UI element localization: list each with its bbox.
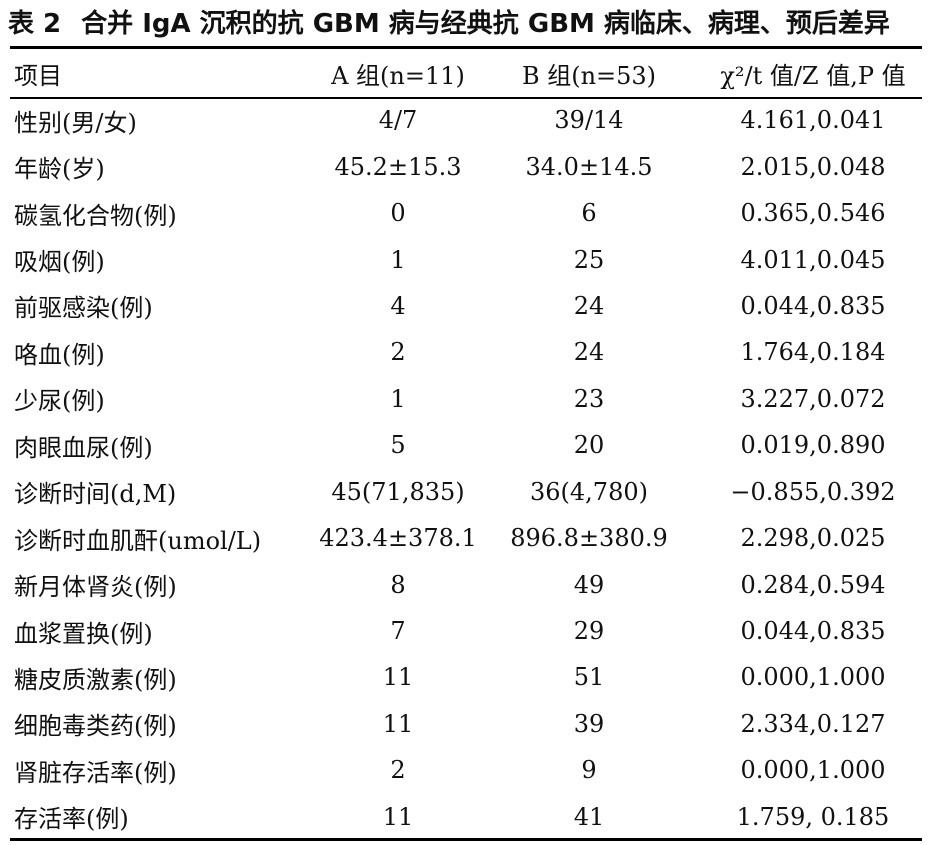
- row-statistic: 0.000,1.000: [740, 663, 886, 692]
- table-row: 糖皮质激素(例) 11 51 0.000,1.000: [10, 654, 926, 700]
- table-row: 肾脏存活率(例) 2 9 0.000,1.000: [10, 747, 926, 793]
- row-group-b: 49: [573, 570, 605, 599]
- row-group-b: 25: [573, 245, 605, 274]
- row-group-a: 11: [382, 802, 414, 831]
- row-group-a: 11: [382, 709, 414, 738]
- row-group-b: 23: [573, 384, 605, 413]
- row-group-a: 1: [390, 245, 406, 274]
- row-statistic: 2.015,0.048: [740, 152, 886, 181]
- row-item: 存活率(例): [14, 805, 129, 834]
- row-item: 前驱感染(例): [14, 294, 153, 323]
- row-statistic: 1.759, 0.185: [736, 802, 890, 831]
- row-group-a: 8: [390, 570, 406, 599]
- table-row: 性别(男/女) 4/7 39/14 4.161,0.041: [10, 97, 926, 143]
- row-item: 碳氢化合物(例): [14, 201, 177, 230]
- row-item: 血浆置换(例): [14, 619, 153, 648]
- row-item: 年龄(岁): [14, 155, 105, 184]
- table-row: 碳氢化合物(例) 0 6 0.365,0.546: [10, 190, 926, 236]
- row-statistic: 4.161,0.041: [740, 106, 886, 135]
- table-row: 新月体肾炎(例) 8 49 0.284,0.594: [10, 561, 926, 607]
- row-group-a: 1: [390, 384, 406, 413]
- header-group-a: A 组(n=11): [331, 61, 465, 90]
- table-number: 表 2: [8, 9, 62, 39]
- table-row: 年龄(岁) 45.2±15.3 34.0±14.5 2.015,0.048: [10, 143, 926, 189]
- row-statistic: 0.284,0.594: [740, 570, 886, 599]
- table-row: 存活率(例) 11 41 1.759, 0.185: [10, 794, 926, 840]
- row-group-a: 5: [390, 431, 406, 460]
- table-row: 肉眼血尿(例) 5 20 0.019,0.890: [10, 422, 926, 468]
- row-group-a: 7: [390, 617, 406, 646]
- row-statistic: 0.019,0.890: [740, 431, 886, 460]
- row-group-a: 2: [390, 756, 406, 785]
- table-row: 咯血(例) 2 24 1.764,0.184: [10, 329, 926, 375]
- row-statistic: 0.000,1.000: [740, 756, 886, 785]
- row-item: 咯血(例): [14, 340, 105, 369]
- comparison-table: 项目 A 组(n=11) B 组(n=53) χ²/t 值/Z 值,P 值 性别…: [10, 49, 926, 840]
- row-group-a: 0: [390, 199, 406, 228]
- row-item: 性别(男/女): [14, 108, 137, 137]
- row-group-b: 51: [573, 663, 605, 692]
- row-group-b: 6: [581, 199, 597, 228]
- row-item: 少尿(例): [14, 387, 105, 416]
- header-row: 项目 A 组(n=11) B 组(n=53) χ²/t 值/Z 值,P 值: [10, 49, 926, 97]
- table-row: 血浆置换(例) 7 29 0.044,0.835: [10, 608, 926, 654]
- top-rule: [10, 46, 922, 49]
- row-statistic: 4.011,0.045: [740, 245, 886, 274]
- row-item: 肾脏存活率(例): [14, 758, 177, 787]
- table-row: 诊断时血肌酐(umol/L) 423.4±378.1 896.8±380.9 2.29…: [10, 515, 926, 561]
- row-group-b: 9: [581, 756, 597, 785]
- row-statistic: 0.044,0.835: [740, 617, 886, 646]
- row-item: 糖皮质激素(例): [14, 665, 177, 694]
- row-statistic: 1.764,0.184: [740, 338, 886, 367]
- row-group-b: 20: [573, 431, 605, 460]
- row-group-a: 45.2±15.3: [334, 152, 462, 181]
- row-group-a: 45(71,835): [331, 477, 465, 506]
- row-group-b: 36(4,780): [530, 477, 648, 506]
- row-group-a: 11: [382, 663, 414, 692]
- row-group-b: 39/14: [554, 106, 624, 135]
- table-row: 细胞毒类药(例) 11 39 2.334,0.127: [10, 701, 926, 747]
- row-group-b: 34.0±14.5: [525, 152, 653, 181]
- row-group-b: 24: [573, 338, 605, 367]
- row-statistic: 2.334,0.127: [740, 709, 886, 738]
- row-item: 诊断时血肌酐(umol/L): [14, 526, 262, 555]
- row-group-b: 896.8±380.9: [510, 524, 668, 553]
- row-group-a: 2: [390, 338, 406, 367]
- row-item: 诊断时间(d,M): [14, 480, 177, 509]
- row-statistic: −0.855,0.392: [730, 477, 896, 506]
- header-group-b: B 组(n=53): [521, 61, 657, 90]
- table-title: 合并 IgA 沉积的抗 GBM 病与经典抗 GBM 病临床、病理、预后差异: [81, 9, 890, 39]
- table-row: 前驱感染(例) 4 24 0.044,0.835: [10, 283, 926, 329]
- row-statistic: 0.365,0.546: [740, 199, 886, 228]
- row-group-a: 423.4±378.1: [319, 524, 477, 553]
- row-group-a: 4: [390, 291, 406, 320]
- row-group-b: 24: [573, 291, 605, 320]
- row-item: 吸烟(例): [14, 248, 105, 277]
- table-row: 少尿(例) 1 23 3.227,0.072: [10, 376, 926, 422]
- row-item: 肉眼血尿(例): [14, 433, 153, 462]
- row-item: 细胞毒类药(例): [14, 712, 177, 741]
- table-row: 吸烟(例) 1 25 4.011,0.045: [10, 236, 926, 282]
- header-rule: [10, 97, 922, 99]
- row-statistic: 2.298,0.025: [740, 524, 886, 553]
- header-statistic: χ²/t 值/Z 值,P 值: [720, 61, 906, 90]
- table-row: 诊断时间(d,M) 45(71,835) 36(4,780) −0.855,0.392: [10, 469, 926, 515]
- row-group-b: 29: [573, 617, 605, 646]
- table-caption: 表 2 合并 IgA 沉积的抗 GBM 病与经典抗 GBM 病临床、病理、预后差异: [8, 4, 923, 44]
- bottom-rule: [10, 838, 922, 841]
- row-statistic: 3.227,0.072: [740, 384, 886, 413]
- row-statistic: 0.044,0.835: [740, 291, 886, 320]
- header-item: 项目: [14, 61, 62, 90]
- row-group-b: 41: [573, 802, 605, 831]
- row-group-a: 4/7: [378, 106, 418, 135]
- row-item: 新月体肾炎(例): [14, 573, 177, 602]
- row-group-b: 39: [573, 709, 605, 738]
